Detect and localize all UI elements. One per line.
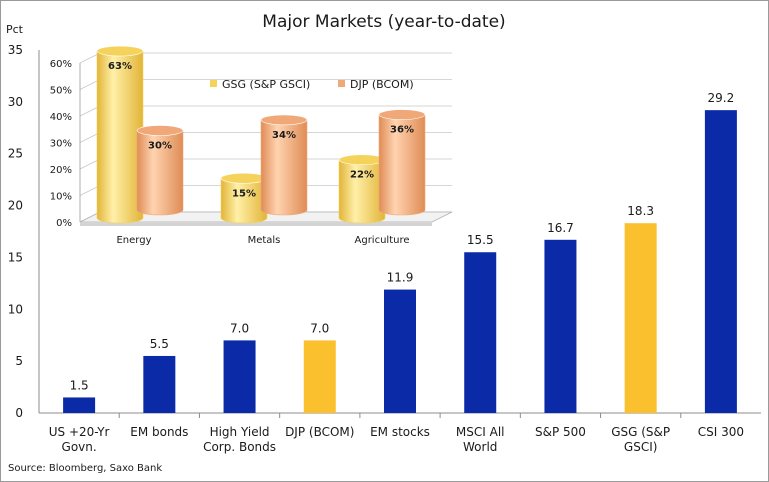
y-tick-label: 20 (8, 199, 23, 213)
bar-value-label: 15.5 (467, 233, 494, 247)
bar-value-label: 1.5 (70, 378, 89, 392)
inset-data-label: 63% (108, 61, 132, 72)
inset-cylinder (220, 172, 268, 224)
x-tick-label: CSI 300 (698, 425, 744, 439)
inset-data-label: 36% (390, 125, 414, 136)
inset-gridline-depth (79, 185, 101, 196)
inset-x-tick-label: Agriculture (355, 235, 410, 246)
y-tick-label: 15 (8, 250, 23, 264)
inset-cylinder-top (378, 109, 426, 120)
inset-x-tick-label: Metals (248, 235, 281, 246)
inset-cylinder-body (338, 159, 386, 224)
inset-y-tick-label: 50% (50, 86, 72, 97)
x-tick-label: GSCI) (624, 440, 658, 454)
bar (544, 239, 577, 413)
inset-data-label: 34% (272, 130, 296, 141)
y-tick-label: 10 (8, 302, 23, 316)
inset-data-label: 15% (232, 188, 256, 199)
bar (143, 355, 176, 413)
inset-cylinder (378, 109, 426, 216)
inset-cylinder-top (96, 45, 144, 57)
inset-cylinder-body (260, 119, 308, 216)
y-tick-label: 25 (8, 147, 23, 161)
bar-value-label: 29.2 (708, 91, 735, 105)
inset-cylinder-top (220, 172, 268, 184)
inset-gridline-depth (79, 79, 101, 90)
y-tick-label: 35 (8, 43, 23, 57)
inset-legend-swatch (338, 80, 345, 87)
inset-gridline-depth (79, 132, 101, 143)
inset-y-tick-label: 10% (50, 192, 72, 203)
source-note: Source: Bloomberg, Saxo Bank (8, 463, 162, 474)
y-tick-label: 5 (15, 354, 23, 368)
inset-gridline-depth (79, 52, 101, 64)
inset-legend-label: GSG (S&P GSCI) (222, 78, 310, 91)
bar (464, 252, 497, 413)
inset-cylinder-body (220, 177, 268, 224)
bar-value-label: 7.0 (230, 321, 249, 335)
inset-y-tick-label: 20% (50, 165, 72, 176)
inset-legend-label: DJP (BCOM) (350, 78, 414, 91)
y-axis-label: Pct (6, 23, 24, 36)
inset-legend-swatch (210, 80, 217, 87)
inset-gridline-depth (79, 158, 101, 170)
inset-cylinder (260, 114, 308, 216)
inset-floor-edge (80, 222, 432, 226)
inset-cylinder (96, 45, 144, 224)
inset-cylinder-top (260, 114, 308, 126)
bar-value-label: 16.7 (547, 221, 574, 235)
inset-y-tick-label: 30% (50, 139, 72, 150)
bar-value-label: 18.3 (627, 204, 654, 218)
inset-cylinder (136, 125, 184, 216)
bar-value-label: 5.5 (150, 337, 169, 351)
inset-x-tick-label: Energy (116, 235, 151, 246)
bar (303, 340, 336, 413)
bar (624, 223, 657, 413)
x-tick-label: US +20-Yr (49, 425, 110, 439)
inset-cylinder-body (96, 50, 144, 224)
x-tick-label: High Yield (210, 425, 270, 439)
x-tick-label: EM stocks (370, 425, 430, 439)
x-tick-label: GSG (S&P (611, 425, 670, 439)
inset-gridline-depth (79, 105, 101, 117)
x-tick-label: S&P 500 (535, 425, 586, 439)
chart-title: Major Markets (year-to-date) (262, 12, 505, 32)
inset-chart: 0% 10% 20% 30% 40% 50% 60% 63% 30% Energy 15% 34% Me… (40, 45, 455, 248)
bar-value-label: 7.0 (310, 321, 329, 335)
inset-cylinder-top (136, 125, 184, 136)
x-tick-label: World (463, 440, 497, 454)
y-tick-label: 30 (8, 95, 23, 109)
inset-cylinder-body (378, 114, 426, 216)
inset-y-tick-label: 40% (50, 112, 72, 123)
x-tick-label: MSCI All (456, 425, 505, 439)
inset-cylinder (338, 154, 386, 224)
bar (384, 289, 416, 413)
x-tick-label: EM bonds (130, 425, 188, 439)
inset-cylinder-top (338, 154, 386, 165)
bar (704, 110, 737, 413)
inset-data-label: 22% (350, 170, 374, 181)
bar (223, 340, 256, 413)
x-tick-label: Govn. (62, 440, 97, 454)
y-tick-label: 0 (15, 406, 23, 420)
bar (63, 397, 96, 413)
inset-cylinder-body (136, 130, 184, 216)
inset-data-label: 30% (148, 141, 172, 152)
x-tick-label: Corp. Bonds (203, 440, 276, 454)
inset-y-tick-label: 0% (56, 218, 72, 229)
inset-y-tick-label: 60% (50, 59, 72, 70)
x-tick-label: DJP (BCOM) (285, 425, 354, 439)
bar-value-label: 11.9 (387, 271, 414, 285)
